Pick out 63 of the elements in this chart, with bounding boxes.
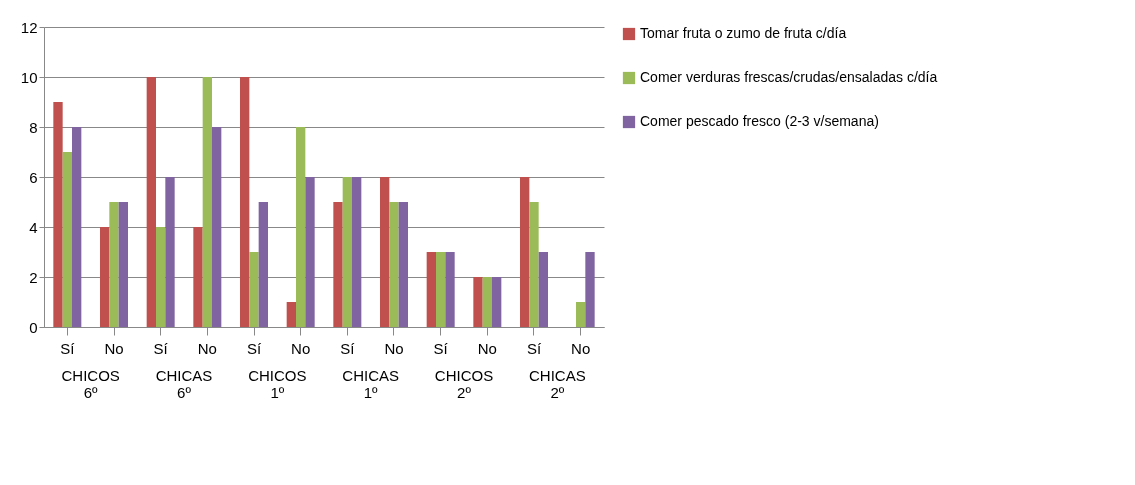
bar [473,277,483,327]
x-tick-label: No [197,339,217,357]
y-tick-label: 2 [29,268,38,286]
x-tick-label: Sí [246,339,262,357]
bar [342,177,352,327]
bar [72,127,82,327]
bar [296,127,306,327]
bar [436,252,446,327]
bar [333,202,343,327]
bar [529,202,539,327]
y-tick-label: 8 [29,118,38,136]
y-tick-label: 12 [20,18,38,36]
bar [380,177,390,327]
bar [482,277,492,327]
text: CHICOS 1º [248,367,307,401]
x-tick-label: No [291,339,311,357]
x-tick-label: No [104,339,124,357]
bar [109,202,119,327]
x-tick-label: No [571,339,591,357]
bar [520,177,530,327]
bar [212,127,222,327]
y-tick-label: 0 [29,318,38,336]
bar [585,252,595,327]
bar [53,102,63,327]
bar [156,227,166,327]
bar [202,77,212,327]
bar [100,227,110,327]
x-tick-label: Sí [433,339,449,357]
x-tick-label: Sí [526,339,542,357]
bar [445,252,455,327]
bar [286,302,296,327]
bar [576,302,586,327]
bar [146,77,156,327]
bar [389,202,399,327]
bar [193,227,203,327]
bar [62,152,72,327]
bar [240,77,250,327]
text: CHICOS 6º [61,367,120,401]
bar [352,177,362,327]
text: CHICOS 2º [434,367,494,401]
bar [258,202,268,327]
legend-label: Tomar fruta o zumo de fruta c/día [640,25,847,41]
y-tick-label: 4 [29,218,38,236]
x-tick-label: No [384,339,404,357]
x-tick-label: Sí [153,339,169,357]
text: CHICAS 2º [528,367,586,401]
x-tick-label: No [477,339,497,357]
bar [118,202,128,327]
bar [398,202,408,327]
text: CHICAS 6º [155,367,213,401]
y-tick-label: 6 [29,168,38,186]
bar [492,277,502,327]
bar [538,252,548,327]
legend-label: Comer verduras frescas/crudas/ensaladas c/día [640,69,938,85]
bar [249,252,259,327]
y-tick-label: 10 [20,68,38,86]
x-tick-label: Sí [60,339,76,357]
legend-label: Comer pescado fresco (2-3 v/semana) [640,113,879,129]
bar [305,177,315,327]
text: CHICAS 1º [342,367,400,401]
bar [426,252,436,327]
bar [165,177,175,327]
x-tick-label: Sí [340,339,356,357]
